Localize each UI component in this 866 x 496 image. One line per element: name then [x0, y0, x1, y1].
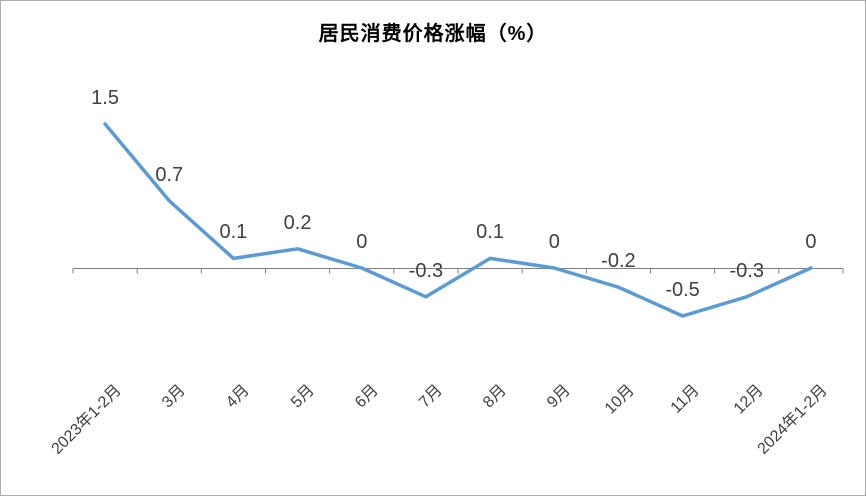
- data-label: -0.5: [665, 279, 700, 301]
- data-label: -0.3: [729, 259, 764, 282]
- data-label: 1.5: [91, 87, 119, 109]
- cpi-series-line: [103, 122, 813, 318]
- data-label: 0.1: [476, 221, 504, 244]
- data-label: 0: [548, 231, 560, 253]
- data-label: 0.7: [155, 163, 184, 186]
- data-label: -0.2: [601, 250, 636, 273]
- data-label: 0.1: [219, 221, 248, 244]
- chart-title: 居民消费价格涨幅（%）: [318, 23, 548, 45]
- data-label: 0: [805, 231, 817, 253]
- data-label: -0.3: [408, 259, 444, 282]
- data-label: 0: [356, 231, 368, 253]
- data-label: 0.2: [283, 211, 312, 234]
